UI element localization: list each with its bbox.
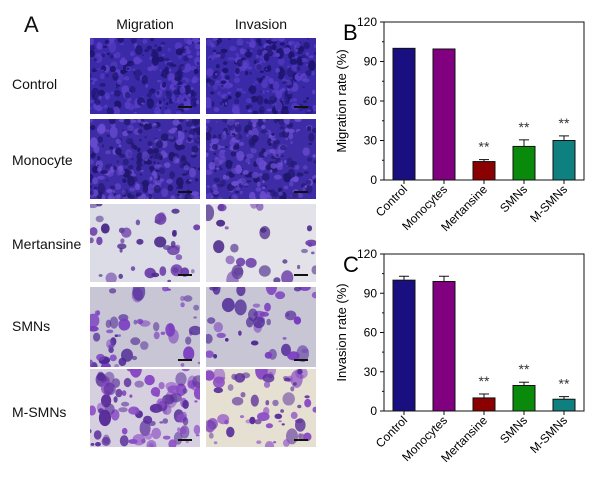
panel-a-letter: A	[24, 12, 39, 37]
scale-bar	[178, 274, 192, 276]
micrograph-control-invasion	[206, 38, 316, 114]
micrograph-mertansine-invasion	[206, 204, 316, 282]
x-tick-label-smns: SMNs	[497, 182, 530, 215]
row-label-smns: SMNs	[12, 318, 51, 334]
y-tick-label: 30	[364, 134, 378, 148]
bar-m-smns	[552, 140, 576, 181]
significance-marker: **	[479, 139, 490, 155]
micrograph-monocyte-migration	[90, 119, 200, 199]
significance-marker: **	[519, 361, 530, 377]
chart-b-y-axis-label: Migration rate (%)	[334, 49, 349, 152]
y-tick-label: 120	[357, 247, 377, 261]
y-tick-label: 60	[364, 94, 378, 108]
bar-monocytes	[432, 280, 456, 412]
micrograph-smns-migration	[90, 287, 200, 367]
bar-control	[392, 47, 416, 181]
panel-b-letter: B	[343, 20, 358, 45]
scale-bar	[294, 359, 308, 361]
y-tick-label: 0	[370, 404, 377, 418]
row-label-m-smns: M-SMNs	[12, 404, 67, 420]
scale-bar	[294, 191, 308, 193]
significance-marker: **	[559, 115, 570, 131]
y-tick-label: 30	[364, 365, 378, 379]
bar-smns	[512, 384, 536, 412]
micrograph-m-smns-migration	[90, 369, 200, 447]
x-tick-label-control: Control	[373, 182, 410, 219]
y-tick-label: 120	[357, 15, 377, 29]
x-tick-label-smns: SMNs	[497, 413, 530, 446]
micrograph-monocyte-invasion	[206, 119, 316, 199]
micrograph-mertansine-migration	[90, 204, 200, 282]
y-tick-label: 90	[364, 55, 378, 69]
scale-bar	[294, 439, 308, 441]
bar-mertansine	[472, 397, 496, 412]
chart-c-y-axis-label: Invasion rate (%)	[334, 283, 349, 381]
row-label-monocyte: Monocyte	[12, 152, 73, 168]
x-tick-label-m-smns: M-SMNs	[527, 413, 570, 456]
row-label-control: Control	[12, 76, 58, 92]
scale-bar	[178, 359, 192, 361]
scale-bar	[294, 274, 308, 276]
panel-c-letter: C	[343, 252, 359, 277]
significance-marker: **	[479, 373, 490, 389]
column-heading-migration: Migration	[116, 16, 174, 32]
x-tick-label-m-smns: M-SMNs	[527, 182, 570, 225]
bar-monocytes	[432, 48, 456, 181]
micrograph-m-smns-invasion	[206, 369, 316, 447]
column-heading-invasion: Invasion	[234, 16, 288, 32]
significance-marker: **	[519, 119, 530, 135]
bar-control	[392, 279, 416, 412]
y-tick-label: 60	[364, 326, 378, 340]
bar-m-smns	[552, 398, 576, 412]
row-label-mertansine: Mertansine	[12, 236, 82, 252]
significance-marker: **	[559, 376, 570, 392]
bar-smns	[512, 145, 536, 181]
micrograph-control-migration	[90, 38, 200, 114]
x-tick-label-control: Control	[373, 413, 410, 450]
micrograph-smns-invasion	[206, 287, 316, 367]
bar-mertansine	[472, 161, 496, 181]
y-tick-label: 90	[364, 286, 378, 300]
scale-bar	[178, 191, 192, 193]
y-tick-label: 0	[370, 173, 377, 187]
scale-bar	[178, 439, 192, 441]
scale-bar	[294, 106, 308, 108]
scale-bar	[178, 106, 192, 108]
